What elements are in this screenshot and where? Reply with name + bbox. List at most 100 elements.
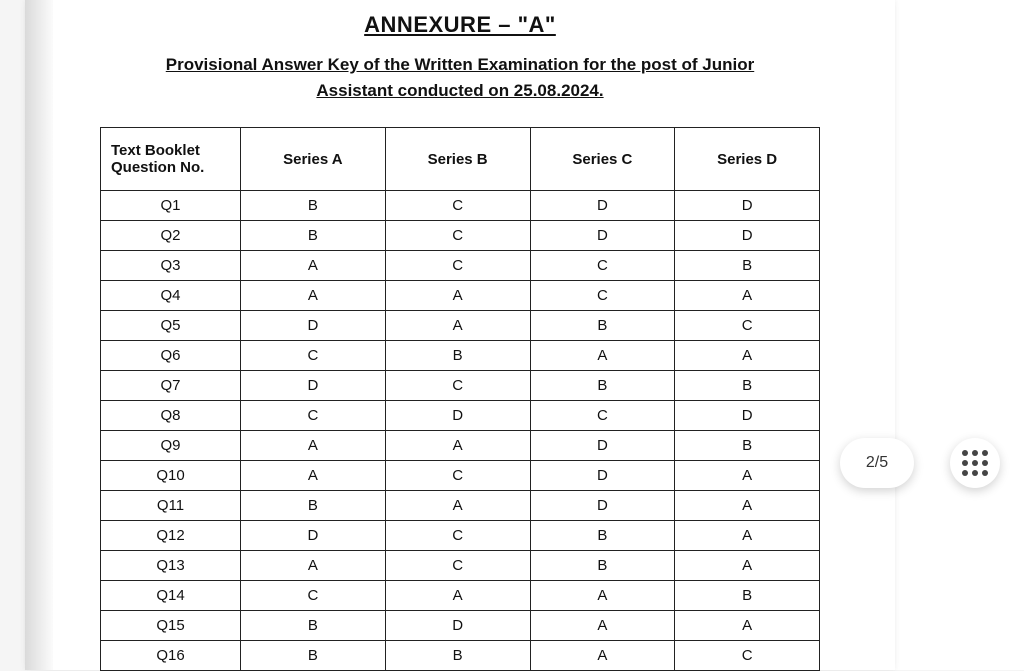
answer-cell: C xyxy=(530,401,675,431)
page-indicator-text: 2/5 xyxy=(866,454,888,472)
answer-cell: A xyxy=(530,581,675,611)
answer-cell: A xyxy=(675,611,820,641)
answer-cell: A xyxy=(675,551,820,581)
answer-cell: B xyxy=(530,371,675,401)
answer-cell: D xyxy=(675,401,820,431)
col-header-series-c: Series C xyxy=(530,128,675,191)
grid-dot-icon xyxy=(982,470,988,476)
answer-cell: D xyxy=(385,401,530,431)
answer-cell: A xyxy=(675,491,820,521)
answer-cell: B xyxy=(241,221,386,251)
table-header-row: Text Booklet Question No. Series A Serie… xyxy=(101,128,820,191)
answer-cell: D xyxy=(530,461,675,491)
question-cell: Q15 xyxy=(101,611,241,641)
annexure-title: ANNEXURE – "A" xyxy=(25,12,895,38)
page-binding-shadow xyxy=(25,0,53,670)
col-header-series-b: Series B xyxy=(385,128,530,191)
table-row: Q12DCBA xyxy=(101,521,820,551)
question-cell: Q7 xyxy=(101,371,241,401)
answer-cell: B xyxy=(675,581,820,611)
answer-cell: B xyxy=(675,371,820,401)
answer-cell: A xyxy=(241,551,386,581)
answer-key-subtitle: Provisional Answer Key of the Written Ex… xyxy=(150,52,770,103)
document-page: ANNEXURE – "A" Provisional Answer Key of… xyxy=(25,0,895,670)
answer-cell: D xyxy=(241,521,386,551)
grid-dot-icon xyxy=(972,450,978,456)
answer-cell: A xyxy=(675,281,820,311)
more-options-button[interactable] xyxy=(950,438,1000,488)
answer-cell: A xyxy=(530,341,675,371)
grid-dot-icon xyxy=(972,470,978,476)
answer-cell: D xyxy=(675,221,820,251)
answer-cell: C xyxy=(385,521,530,551)
answer-cell: B xyxy=(385,641,530,671)
answer-cell: D xyxy=(385,611,530,641)
answer-key-table: Text Booklet Question No. Series A Serie… xyxy=(100,127,820,671)
answer-cell: A xyxy=(385,311,530,341)
answer-cell: B xyxy=(241,641,386,671)
table-row: Q13ACBA xyxy=(101,551,820,581)
grid-dot-icon xyxy=(962,470,968,476)
answer-cell: C xyxy=(675,641,820,671)
answer-cell: C xyxy=(385,221,530,251)
answer-cell: B xyxy=(530,521,675,551)
col-header-question: Text Booklet Question No. xyxy=(101,128,241,191)
answer-cell: C xyxy=(530,251,675,281)
table-row: Q5DABC xyxy=(101,311,820,341)
question-cell: Q3 xyxy=(101,251,241,281)
question-cell: Q6 xyxy=(101,341,241,371)
question-cell: Q10 xyxy=(101,461,241,491)
answer-cell: A xyxy=(675,521,820,551)
answer-cell: C xyxy=(530,281,675,311)
answer-cell: A xyxy=(530,611,675,641)
answer-cell: D xyxy=(530,191,675,221)
answer-cell: D xyxy=(530,221,675,251)
table-row: Q4AACA xyxy=(101,281,820,311)
answer-cell: C xyxy=(385,251,530,281)
table-row: Q15BDAA xyxy=(101,611,820,641)
answer-cell: C xyxy=(385,461,530,491)
grid-dot-icon xyxy=(982,460,988,466)
answer-cell: B xyxy=(241,491,386,521)
question-cell: Q13 xyxy=(101,551,241,581)
answer-cell: A xyxy=(241,281,386,311)
answer-cell: A xyxy=(530,641,675,671)
answer-cell: A xyxy=(385,281,530,311)
answer-cell: D xyxy=(675,191,820,221)
answer-cell: A xyxy=(385,491,530,521)
col-header-series-a: Series A xyxy=(241,128,386,191)
table-row: Q9AADB xyxy=(101,431,820,461)
answer-cell: C xyxy=(385,191,530,221)
col-header-series-d: Series D xyxy=(675,128,820,191)
question-cell: Q12 xyxy=(101,521,241,551)
grid-dot-icon xyxy=(962,450,968,456)
answer-cell: B xyxy=(675,251,820,281)
answer-cell: B xyxy=(530,311,675,341)
answer-cell: C xyxy=(241,401,386,431)
answer-cell: D xyxy=(241,311,386,341)
answer-cell: C xyxy=(241,341,386,371)
table-row: Q10ACDA xyxy=(101,461,820,491)
answer-cell: C xyxy=(385,551,530,581)
table-row: Q3ACCB xyxy=(101,251,820,281)
question-cell: Q1 xyxy=(101,191,241,221)
question-cell: Q5 xyxy=(101,311,241,341)
table-row: Q2BCDD xyxy=(101,221,820,251)
table-row: Q6CBAA xyxy=(101,341,820,371)
answer-cell: B xyxy=(385,341,530,371)
answer-cell: C xyxy=(241,581,386,611)
question-cell: Q8 xyxy=(101,401,241,431)
table-row: Q11BADA xyxy=(101,491,820,521)
grid-dot-icon xyxy=(982,450,988,456)
question-cell: Q16 xyxy=(101,641,241,671)
question-cell: Q4 xyxy=(101,281,241,311)
table-row: Q1BCDD xyxy=(101,191,820,221)
question-cell: Q14 xyxy=(101,581,241,611)
answer-cell: C xyxy=(675,311,820,341)
question-cell: Q9 xyxy=(101,431,241,461)
page-indicator-pill[interactable]: 2/5 xyxy=(840,438,914,488)
table-row: Q16BBAC xyxy=(101,641,820,671)
answer-cell: D xyxy=(530,431,675,461)
question-cell: Q2 xyxy=(101,221,241,251)
table-row: Q14CAAB xyxy=(101,581,820,611)
